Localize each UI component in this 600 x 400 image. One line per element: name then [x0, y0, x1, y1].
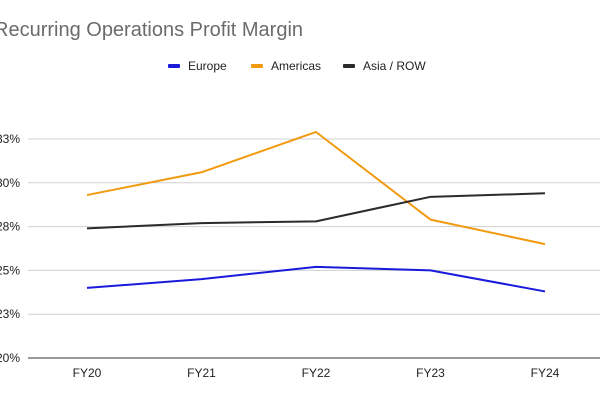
legend: Europe Americas Asia / ROW: [0, 59, 600, 75]
series-lines: [86, 130, 546, 293]
gridlines: [28, 138, 600, 359]
legend-label-europe: Europe: [188, 59, 227, 73]
y-tick-label: 30%: [0, 176, 20, 190]
legend-swatch-americas: [251, 64, 263, 68]
y-tick-label: 28%: [0, 220, 20, 234]
legend-item-asia-row: Asia / ROW: [343, 59, 426, 73]
legend-swatch-asia-row: [343, 64, 355, 68]
series-line-americas: [86, 130, 546, 246]
y-tick-label: 33%: [0, 132, 20, 146]
series-line-asia-row: [86, 192, 546, 230]
y-tick-label: 23%: [0, 307, 20, 321]
x-tick-label: FY24: [531, 366, 560, 380]
x-tick-label: FY20: [73, 366, 102, 380]
x-tick-label: FY22: [302, 366, 331, 380]
y-tick-label: 25%: [0, 263, 20, 277]
legend-label-asia-row: Asia / ROW: [363, 59, 426, 73]
legend-item-americas: Americas: [251, 59, 321, 73]
x-tick-label: FY21: [187, 366, 216, 380]
chart-title: Recurring Operations Profit Margin: [0, 19, 304, 41]
axis-labels: 20% 23% 25% 28% 30% 33% FY20 FY21 FY22 FY23 FY24: [0, 132, 560, 380]
legend-item-europe: Europe: [168, 59, 227, 73]
x-tick-label: FY23: [416, 366, 445, 380]
y-tick-label: 20%: [0, 351, 20, 365]
series-line-europe: [86, 265, 546, 293]
legend-label-americas: Americas: [271, 59, 322, 73]
legend-swatch-europe: [168, 64, 180, 68]
